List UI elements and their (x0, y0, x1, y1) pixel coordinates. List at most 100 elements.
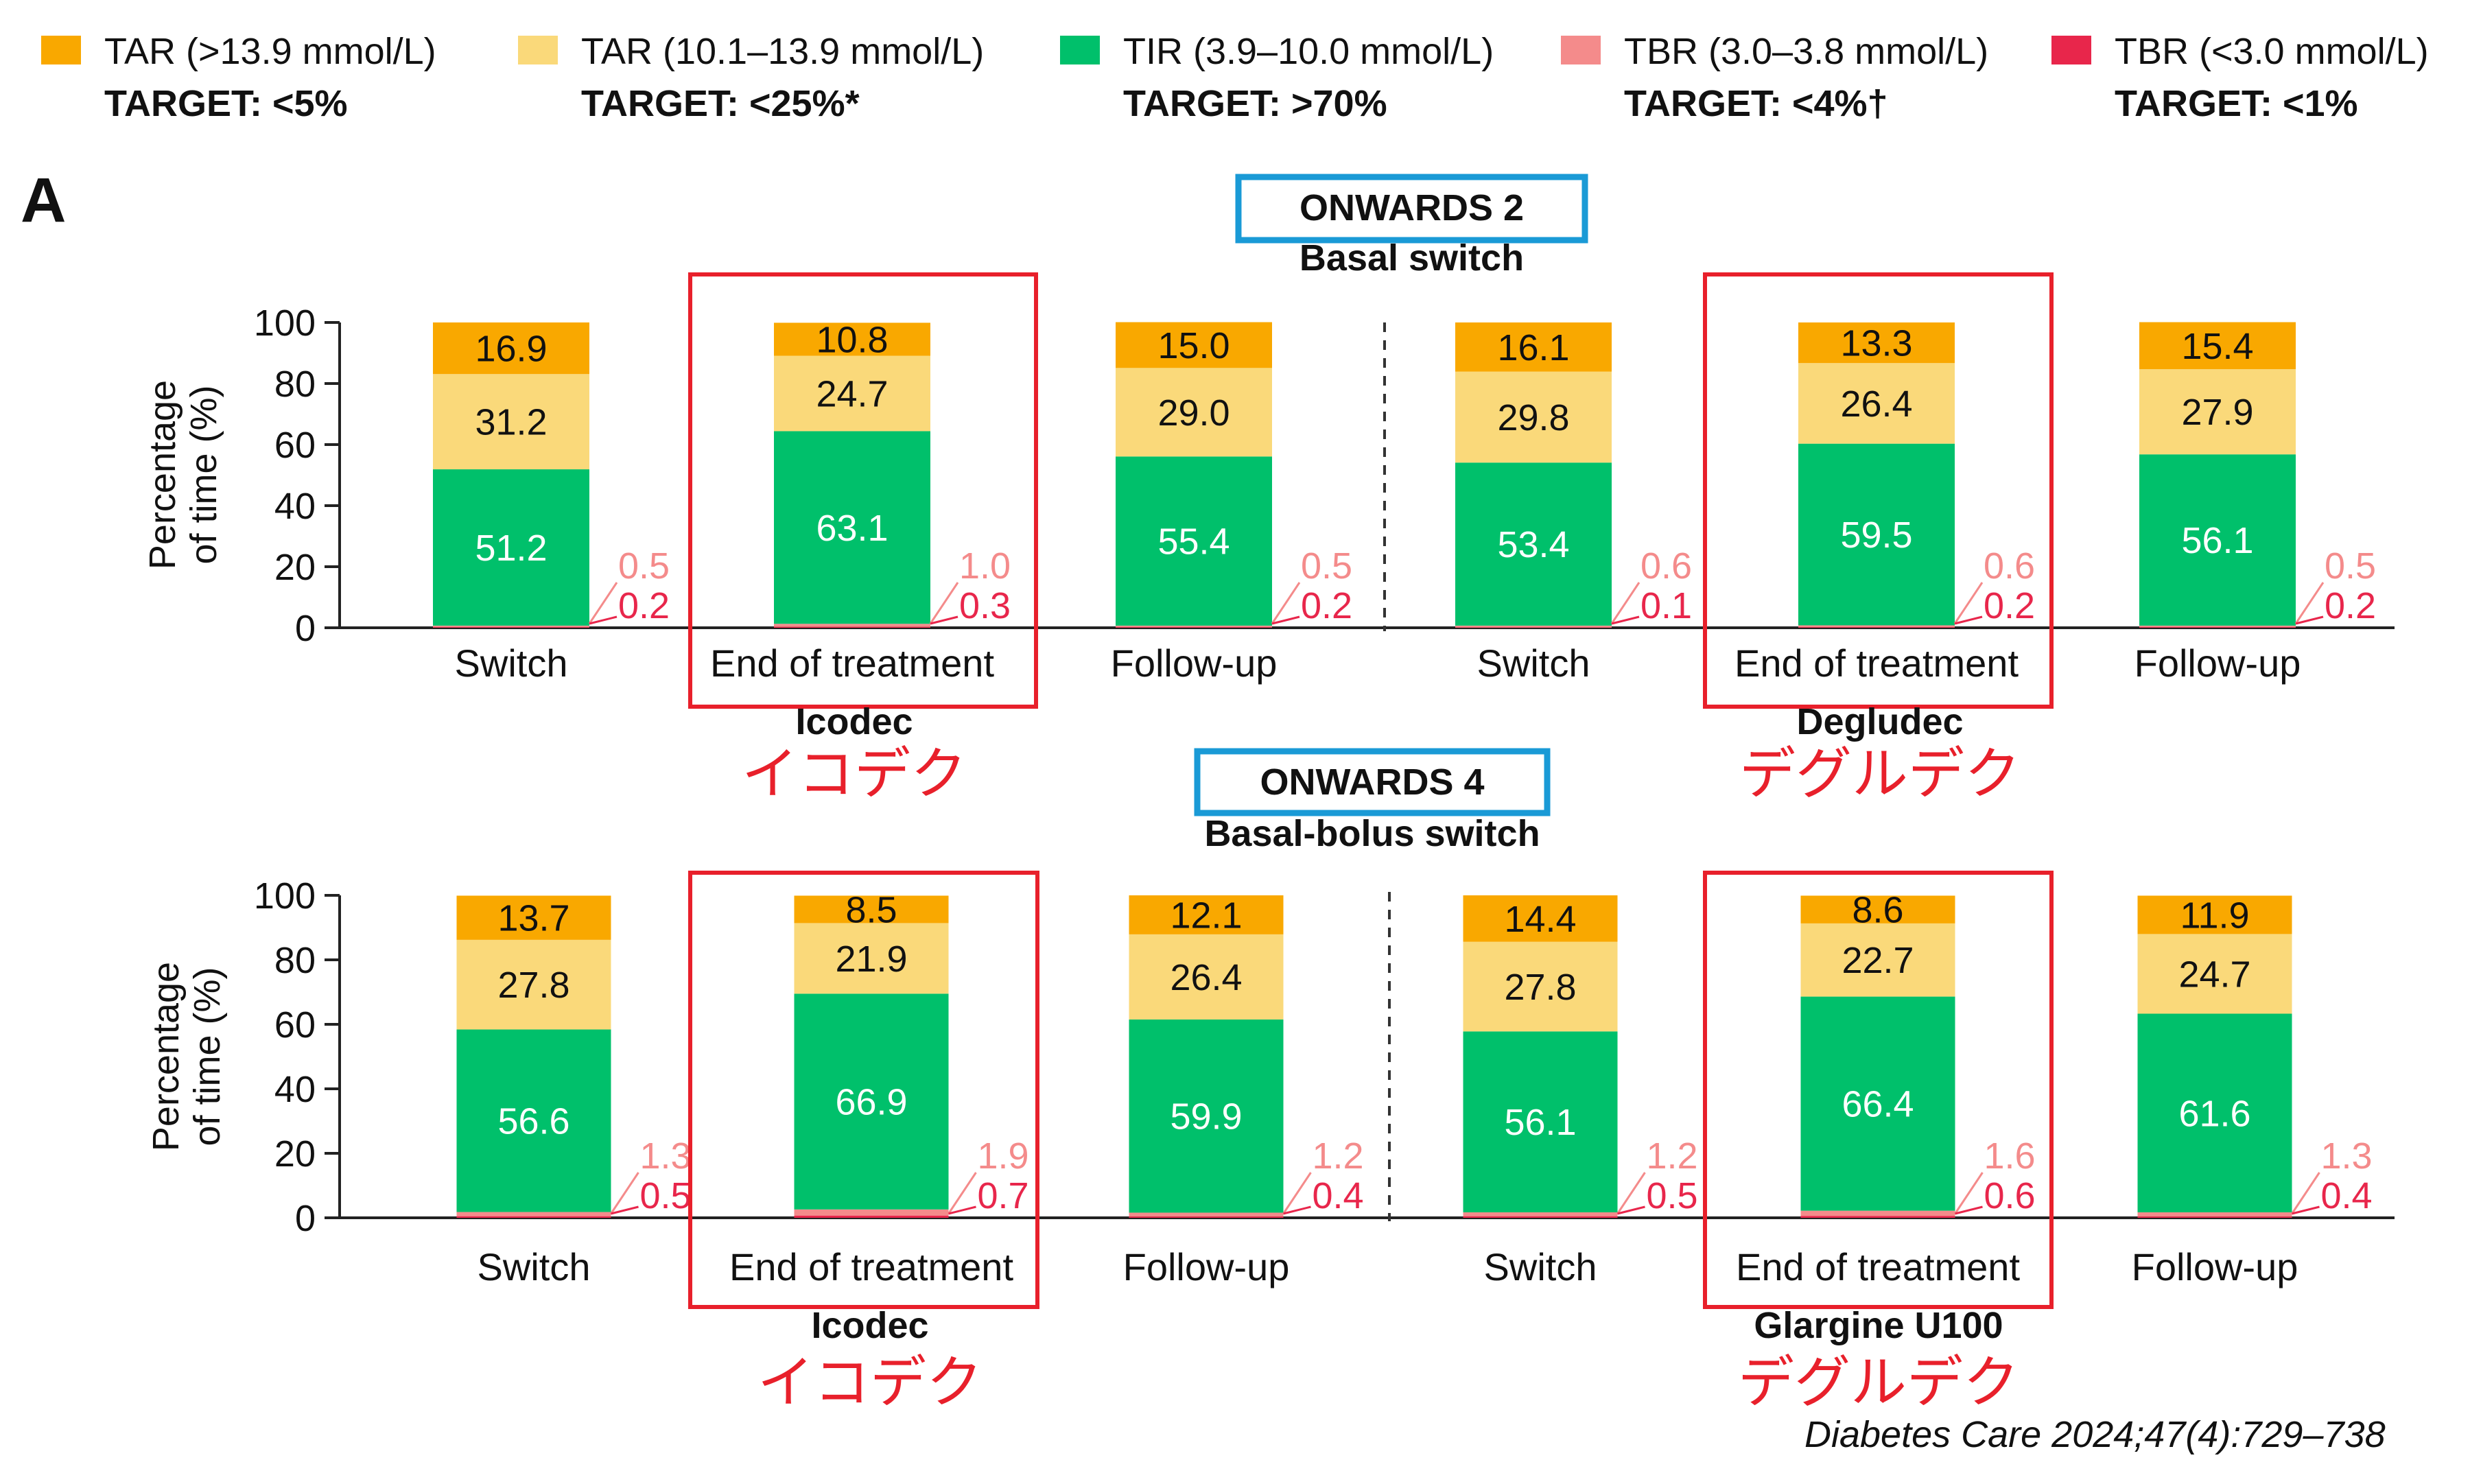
y-tick-label: 0 (295, 608, 316, 649)
chart-subtitle: Basal switch (1299, 237, 1524, 279)
data-label-tar-mid: 26.4 (1840, 384, 1912, 425)
y-tick-label: 0 (295, 1198, 316, 1239)
tbr-leader-line (611, 1205, 639, 1215)
data-label-tbr-mid: 0.5 (618, 545, 670, 587)
legend-swatch (1561, 36, 1601, 64)
data-label-tar-high: 12.1 (1170, 895, 1242, 936)
data-label-tar-mid: 24.7 (2178, 954, 2250, 995)
group-annotation: デグルデク (1739, 742, 2021, 807)
group-annotation: イコデク (757, 1350, 983, 1415)
group-label: Degludec (1796, 701, 1963, 742)
bar-segment (456, 895, 611, 940)
bar-segment (1455, 625, 1612, 628)
tbr-leader-line (588, 582, 618, 624)
bar-segment (1129, 895, 1284, 934)
bar-segment (794, 993, 949, 1210)
legend-label: TIR (3.9–10.0 mmol/L) (1123, 31, 1494, 72)
legend-swatch (518, 36, 558, 64)
data-label-tbr-mid: 1.9 (978, 1135, 1029, 1177)
chart-title: ONWARDS 4 (1260, 762, 1484, 803)
bar-segment (2139, 322, 2296, 370)
y-axis-label: Percentage (145, 962, 187, 1151)
data-label-tar-high: 10.8 (816, 319, 888, 360)
bar-segment (1455, 462, 1612, 626)
data-label-tar-mid: 27.8 (497, 965, 569, 1006)
legend-label: TBR (3.0–3.8 mmol/L) (1624, 31, 1989, 72)
data-label-tbr-mid: 0.5 (2325, 545, 2376, 587)
data-label-tbr-low: 0.2 (1301, 585, 1352, 626)
data-label-tbr-low: 0.4 (2321, 1175, 2373, 1216)
y-tick-label: 60 (274, 1004, 316, 1046)
bar-segment (1116, 322, 1272, 368)
data-label-tbr-low: 0.2 (2325, 585, 2376, 626)
bar-segment (794, 1215, 949, 1218)
bar-segment (1116, 627, 1272, 628)
y-tick-label: 40 (274, 486, 316, 527)
tbr-leader-line (2291, 1172, 2320, 1214)
bar-segment (1798, 625, 1955, 628)
bar-segment (1798, 627, 1955, 628)
data-label-tar-high: 11.9 (2180, 895, 2249, 936)
legend-label: TBR (<3.0 mmol/L) (2115, 31, 2429, 72)
data-label-tbr-low: 0.4 (1313, 1175, 1364, 1216)
legend-swatch (41, 36, 81, 64)
citation: Diabetes Care 2024;47(4):729–738 (1804, 1414, 2386, 1455)
chart-title: ONWARDS 2 (1299, 187, 1524, 228)
x-tick-label: End of treatment (729, 1245, 1013, 1288)
data-label-tir: 66.4 (1842, 1084, 1914, 1125)
bar-segment (1116, 368, 1272, 457)
y-axis-label: Percentage (142, 380, 183, 569)
y-axis-label: of time (%) (187, 967, 228, 1146)
data-label-tir: 55.4 (1157, 521, 1230, 563)
legend-label: TAR (10.1–13.9 mmol/L) (581, 31, 985, 72)
bar-segment (1129, 1212, 1284, 1217)
data-label-tir: 59.9 (1170, 1096, 1242, 1138)
y-tick-label: 80 (274, 364, 316, 405)
group-label: Glargine U100 (1754, 1305, 2003, 1346)
data-label-tbr-low: 0.5 (640, 1175, 692, 1216)
y-tick-label: 20 (274, 547, 316, 588)
chart-title-box (1235, 174, 1588, 244)
chart-subtitle: Basal-bolus switch (1204, 813, 1540, 854)
tbr-leader-line (1610, 582, 1640, 624)
bar-segment (774, 624, 930, 627)
tbr-leader-line (589, 615, 618, 625)
bar-segment (1800, 996, 1955, 1211)
data-label-tir: 53.4 (1497, 524, 1569, 565)
data-label-tir: 59.5 (1840, 515, 1912, 556)
bar-segment (2137, 1013, 2292, 1213)
highlight-box (1703, 871, 2054, 1309)
data-label-tar-high: 8.6 (1852, 890, 1903, 931)
data-label-tbr-mid: 0.6 (1984, 545, 2035, 587)
y-tick-label: 60 (274, 425, 316, 466)
data-label-tbr-mid: 1.6 (1984, 1135, 2036, 1177)
data-label-tbr-low: 0.2 (1984, 585, 2035, 626)
tbr-leader-line (948, 1172, 977, 1214)
bar-segment (2137, 895, 2292, 934)
tbr-leader-line (2294, 582, 2325, 624)
bar-segment (456, 1029, 611, 1212)
data-label-tir: 56.6 (497, 1101, 569, 1142)
bar-segment (1800, 1210, 1955, 1216)
bar-segment (433, 627, 589, 628)
bar-segment (1798, 443, 1955, 626)
data-label-tar-high: 8.5 (845, 889, 897, 930)
bar-segment (1463, 1031, 1618, 1213)
data-label-tir: 51.2 (475, 528, 547, 569)
data-label-tbr-low: 0.6 (1984, 1175, 2036, 1216)
bar-segment (774, 431, 930, 624)
bar-segment (433, 625, 589, 628)
data-label-tar-mid: 24.7 (816, 373, 888, 414)
data-label-tar-mid: 31.2 (475, 402, 547, 443)
group-label: Icodec (811, 1305, 928, 1346)
tbr-leader-line (1271, 615, 1300, 625)
bar-segment (2137, 1216, 2292, 1218)
bar-segment (1455, 371, 1612, 463)
data-label-tar-mid: 26.4 (1170, 957, 1242, 998)
legend-target: TARGET: <25%* (581, 83, 860, 124)
bar-segment (2139, 369, 2296, 455)
data-label-tar-high: 13.7 (497, 898, 569, 939)
data-label-tbr-low: 0.1 (1640, 585, 1692, 626)
bar-segment (456, 1212, 611, 1216)
